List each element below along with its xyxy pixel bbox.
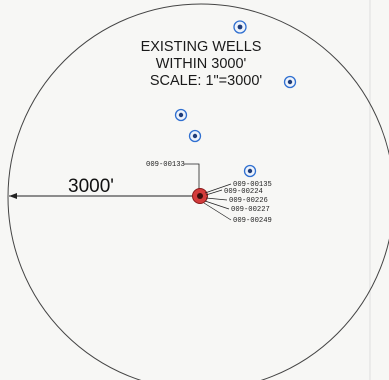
radius-circle	[7, 3, 389, 380]
center-well-marker	[192, 188, 208, 204]
radius-label: 3000'	[68, 176, 114, 197]
radius-arrow	[9, 193, 200, 199]
well-marker	[174, 108, 188, 122]
cluster-well-label: 009-00226	[229, 197, 268, 205]
cluster-leaders	[203, 183, 232, 221]
well-marker	[243, 164, 257, 178]
cluster-well-label: 009-00224	[224, 188, 263, 196]
center-leader-line	[184, 163, 200, 189]
well-marker	[188, 129, 202, 143]
cluster-well-label: 009-00135	[233, 181, 272, 189]
arrowhead-icon	[9, 193, 17, 199]
well-marker	[233, 20, 247, 34]
title-line-1: EXISTING WELLS	[141, 39, 262, 55]
cluster-well-label: 009-00249	[233, 217, 272, 225]
well-marker	[283, 75, 297, 89]
map-title: EXISTING WELLS WITHIN 3000' SCALE: 1"=30…	[141, 39, 263, 89]
title-line-2: WITHIN 3000'	[156, 56, 247, 72]
title-line-3: SCALE: 1"=3000'	[150, 73, 263, 89]
cluster-well-label: 009-00227	[231, 206, 270, 214]
center-well-label: 009-00133	[146, 161, 185, 169]
